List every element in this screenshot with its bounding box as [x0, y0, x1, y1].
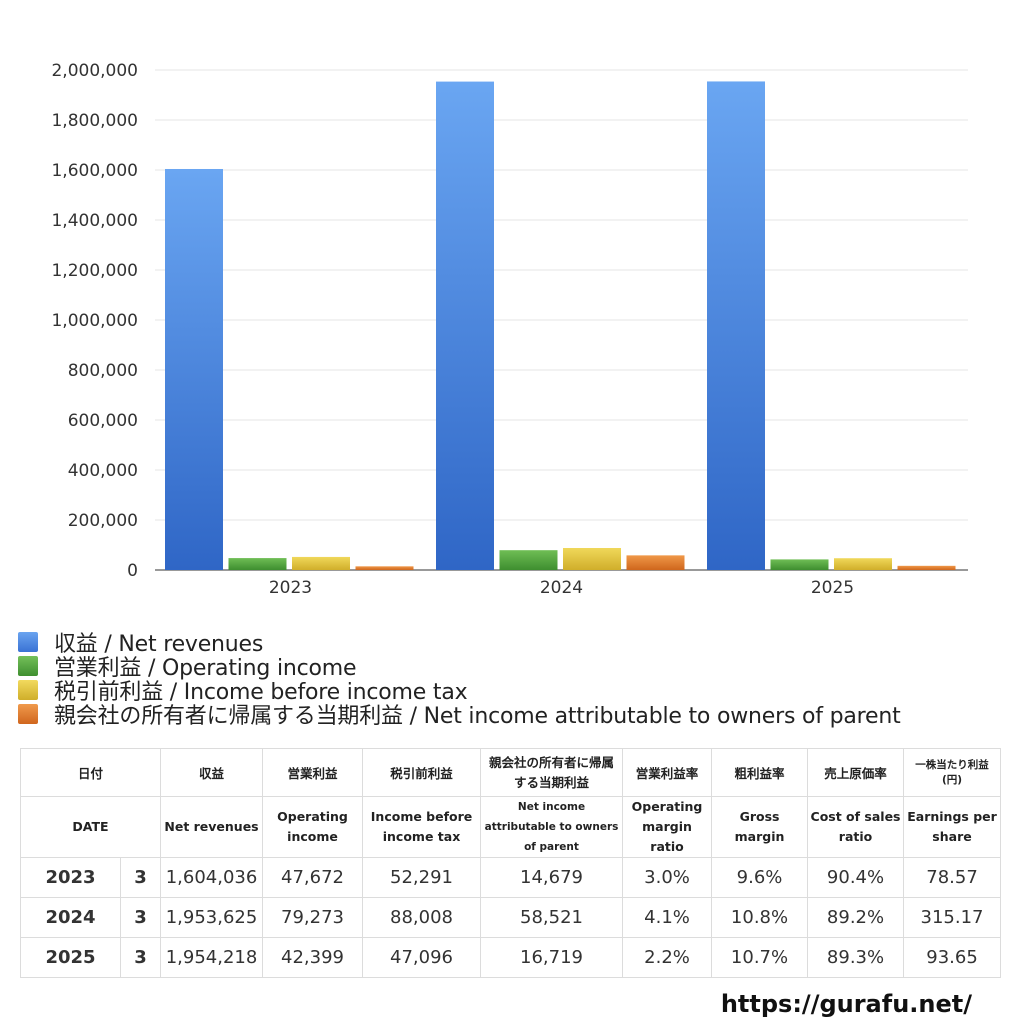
- header-revenue-ja: 収益: [160, 748, 264, 797]
- y-tick-label: 1,600,000: [51, 161, 138, 181]
- bar-2025-series-3: [897, 565, 956, 570]
- cell-op-margin: 4.1%: [622, 897, 713, 938]
- legend-swatch-net-income-parent: [18, 704, 38, 724]
- y-tick-label: 200,000: [68, 511, 138, 531]
- cell-op-margin: 3.0%: [622, 857, 713, 898]
- legend-label: 営業利益 / Operating income: [54, 656, 357, 681]
- legend-swatch-income-before-tax: [18, 680, 38, 700]
- bar-2024-series-3: [626, 555, 685, 570]
- bar-2025-series-2: [834, 558, 892, 570]
- header-eps-en: Earnings per share: [903, 796, 1002, 858]
- cell-year: 2025: [20, 937, 121, 978]
- bar-2024-series-0: [436, 81, 494, 570]
- cell-eps: 93.65: [903, 937, 1002, 978]
- header-net-income-ja: 親会社の所有者に帰属する当期利益: [480, 748, 624, 797]
- legend-item-net-revenues: 収益 / Net revenues: [18, 630, 901, 657]
- header-op-income-ja: 営業利益: [262, 748, 364, 797]
- cell-revenue: 1,604,036: [160, 857, 264, 898]
- legend-label: 税引前利益 / Income before income tax: [54, 680, 468, 705]
- y-tick-label: 1,200,000: [51, 261, 138, 281]
- legend-item-operating-income: 営業利益 / Operating income: [18, 654, 901, 681]
- financial-table: 日付 収益 営業利益 税引前利益 親会社の所有者に帰属する当期利益 営業利益率 …: [19, 748, 1002, 978]
- cell-pretax: 52,291: [362, 857, 482, 898]
- cell-year: 2024: [20, 897, 121, 938]
- cell-revenue: 1,954,218: [160, 937, 264, 978]
- x-tick-label: 2025: [811, 578, 854, 598]
- y-tick-label: 1,800,000: [51, 111, 138, 131]
- x-tick-label: 2023: [269, 578, 312, 598]
- bar-2023-series-1: [228, 558, 287, 570]
- y-tick-label: 1,400,000: [51, 211, 138, 231]
- cell-gross-margin: 10.8%: [711, 897, 809, 938]
- legend-item-net-income-parent: 親会社の所有者に帰属する当期利益 / Net income attributab…: [18, 702, 901, 729]
- y-tick-label: 600,000: [68, 411, 138, 431]
- cell-op-income: 42,399: [262, 937, 364, 978]
- header-date-en: DATE: [19, 796, 162, 858]
- footer-url[interactable]: https://gurafu.net/: [720, 990, 972, 1018]
- cell-month: 3: [119, 897, 162, 938]
- header-eps-ja: 一株当たり利益 (円): [903, 748, 1002, 797]
- cell-eps: 78.57: [903, 857, 1002, 898]
- y-tick-label: 400,000: [68, 461, 138, 481]
- header-op-margin-ja: 営業利益率: [622, 748, 713, 797]
- legend-label: 親会社の所有者に帰属する当期利益 / Net income attributab…: [54, 704, 901, 729]
- header-cost-ratio-en: Cost of sales ratio: [807, 796, 905, 858]
- header-pretax-ja: 税引前利益: [362, 748, 482, 797]
- header-revenue-en: Net revenues: [160, 796, 264, 858]
- legend-label: 収益 / Net revenues: [54, 632, 264, 657]
- bar-2024-series-1: [499, 550, 558, 570]
- header-gross-margin-en: Gross margin: [711, 796, 809, 858]
- table-row: 2024 3 1,953,625 79,273 88,008 58,521 4.…: [20, 897, 1002, 938]
- cell-op-income: 79,273: [262, 897, 364, 938]
- cell-revenue: 1,953,625: [160, 897, 264, 938]
- y-tick-label: 1,000,000: [51, 311, 138, 331]
- cell-cost-ratio: 90.4%: [807, 857, 905, 898]
- bar-2025-series-0: [707, 81, 765, 571]
- cell-pretax: 88,008: [362, 897, 482, 938]
- bar-2023-series-3: [355, 566, 414, 570]
- header-op-income-en: Operating income: [262, 796, 364, 858]
- header-gross-margin-ja: 粗利益率: [711, 748, 809, 797]
- cell-op-income: 47,672: [262, 857, 364, 898]
- cell-gross-margin: 9.6%: [711, 857, 809, 898]
- y-tick-label: 2,000,000: [51, 61, 138, 81]
- header-cost-ratio-ja: 売上原価率: [807, 748, 905, 797]
- chart-legend: 収益 / Net revenues 営業利益 / Operating incom…: [18, 630, 901, 729]
- cell-month: 3: [119, 937, 162, 978]
- table-row: 2023 3 1,604,036 47,672 52,291 14,679 3.…: [20, 857, 1002, 898]
- header-pretax-en: Income before income tax: [362, 796, 482, 858]
- cell-cost-ratio: 89.2%: [807, 897, 905, 938]
- cell-year: 2023: [20, 857, 121, 898]
- cell-eps: 315.17: [903, 897, 1002, 938]
- legend-item-income-before-tax: 税引前利益 / Income before income tax: [18, 678, 901, 705]
- legend-swatch-net-revenues: [18, 632, 38, 652]
- cell-net-income: 58,521: [480, 897, 624, 938]
- legend-swatch-operating-income: [18, 656, 38, 676]
- bar-2023-series-0: [165, 168, 223, 570]
- header-date-ja: 日付: [19, 748, 162, 797]
- cell-op-margin: 2.2%: [622, 937, 713, 978]
- cell-net-income: 14,679: [480, 857, 624, 898]
- y-tick-label: 800,000: [68, 361, 138, 381]
- bar-chart: 0 200,000 400,000 600,000 800,000 1,000,000 1,…: [51, 61, 968, 598]
- y-tick-label: 0: [127, 561, 138, 581]
- cell-month: 3: [119, 857, 162, 898]
- cell-pretax: 47,096: [362, 937, 482, 978]
- table-header-ja: 日付 収益 営業利益 税引前利益 親会社の所有者に帰属する当期利益 営業利益率 …: [19, 748, 1002, 797]
- table-row: 2025 3 1,954,218 42,399 47,096 16,719 2.…: [20, 937, 1002, 978]
- table-header-en: DATE Net revenues Operating income Incom…: [19, 796, 1002, 858]
- cell-gross-margin: 10.7%: [711, 937, 809, 978]
- x-tick-label: 2024: [540, 578, 583, 598]
- bar-2023-series-2: [292, 556, 350, 570]
- cell-cost-ratio: 89.3%: [807, 937, 905, 978]
- header-op-margin-en: Operating margin ratio: [622, 796, 713, 858]
- cell-net-income: 16,719: [480, 937, 624, 978]
- bar-2025-series-1: [770, 559, 829, 570]
- bar-2024-series-2: [563, 547, 621, 570]
- header-net-income-en: Net income attributable to owners of par…: [480, 796, 624, 858]
